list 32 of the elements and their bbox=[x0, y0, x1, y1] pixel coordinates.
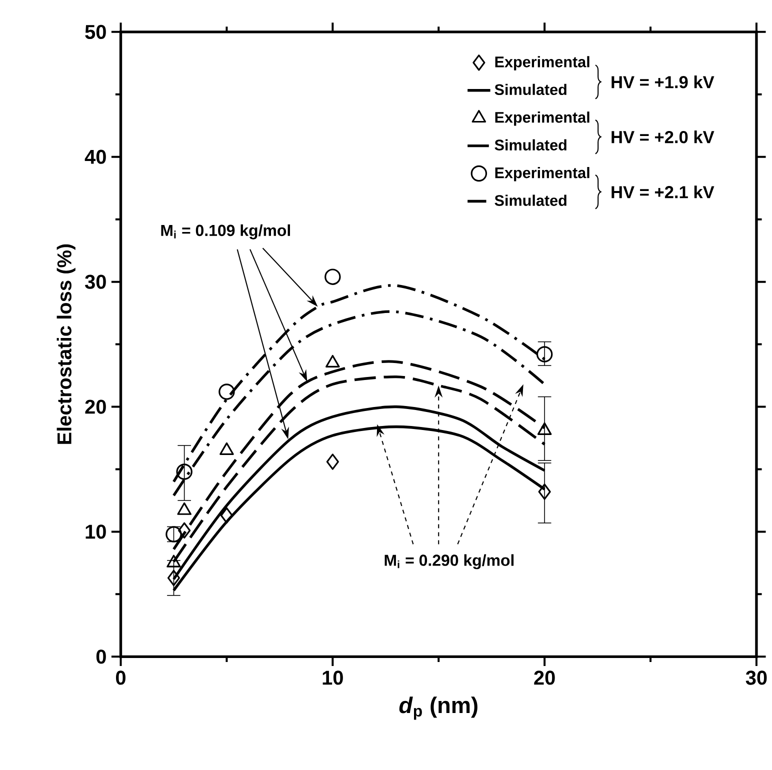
y-tick-label: 40 bbox=[84, 150, 106, 164]
point bbox=[178, 522, 191, 538]
y-tick-label: 50 bbox=[85, 24, 106, 39]
annotation: HV = +2.0 kV bbox=[612, 130, 714, 144]
x-tick-label: 20 bbox=[534, 670, 555, 685]
point bbox=[218, 383, 235, 400]
legend-label: Experimental bbox=[495, 111, 590, 126]
y-tick-label: 0 bbox=[96, 649, 106, 664]
legend-label: Simulated bbox=[494, 139, 566, 150]
legend-label: Experimental bbox=[495, 166, 590, 182]
x-tick-label: 30 bbox=[746, 670, 767, 685]
point bbox=[536, 346, 553, 362]
y-axis-title: Electrostatic loss (%) bbox=[56, 244, 76, 444]
point bbox=[167, 570, 180, 586]
point bbox=[538, 483, 551, 500]
annotation: HV = +1.9 kV bbox=[612, 75, 714, 88]
point bbox=[324, 268, 341, 285]
point bbox=[326, 453, 339, 470]
y-tick-label: 10 bbox=[86, 524, 106, 539]
legend-label: Experimental bbox=[495, 56, 590, 70]
point bbox=[220, 507, 233, 524]
annotation: HV = +2.1 kV bbox=[612, 185, 714, 198]
legend-label: Simulated bbox=[494, 194, 566, 206]
y-tick-label: 30 bbox=[85, 274, 106, 289]
x-axis-title: d$_{p}$ (nm) bbox=[399, 696, 478, 720]
x-tick-label: 0 bbox=[116, 670, 126, 685]
annotation: M$_{i}$ = 0.109 kg/mol bbox=[161, 224, 290, 240]
legend-label: Simulated bbox=[494, 84, 566, 95]
point bbox=[176, 463, 192, 480]
y-tick-label: 20 bbox=[85, 399, 106, 414]
x-tick-label: 10 bbox=[322, 670, 343, 685]
annotation: M$_{i}$ = 0.290 kg/mol bbox=[384, 554, 514, 569]
